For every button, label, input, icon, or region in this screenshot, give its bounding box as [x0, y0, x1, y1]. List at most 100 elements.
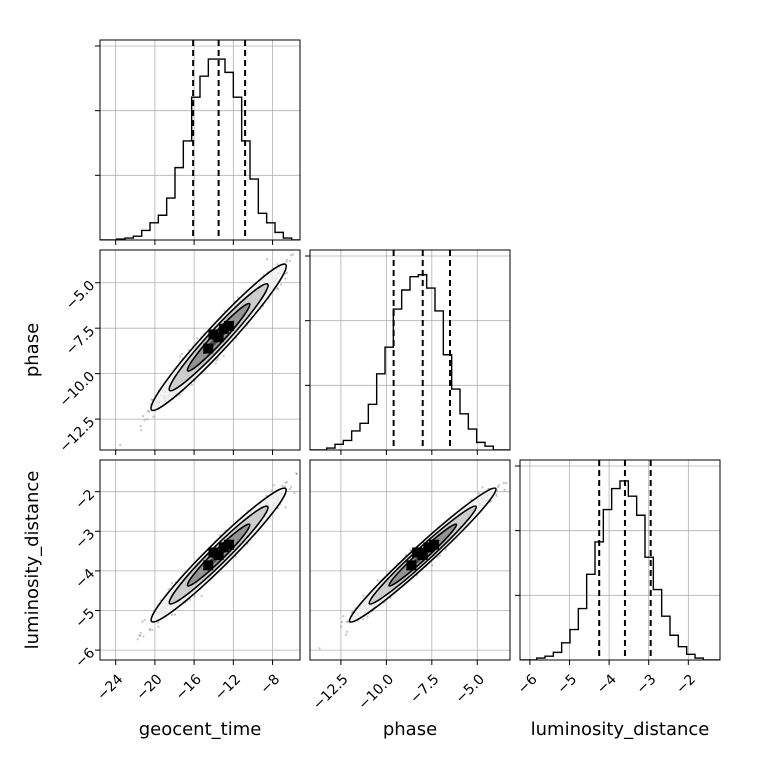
density-peak: [208, 547, 219, 558]
scatter-point: [290, 254, 293, 257]
x-tick-label: −3: [634, 671, 660, 697]
x-axis-label-geocent_time: geocent_time: [139, 719, 262, 740]
y-tick-label: −12.5: [57, 414, 99, 456]
x-tick-label: −12.5: [310, 671, 352, 713]
scatter-point: [266, 258, 269, 261]
scatter-point: [276, 263, 279, 266]
scatter-point: [138, 634, 141, 637]
scatter-point: [196, 337, 199, 340]
y-tick-label: −5.0: [63, 278, 98, 313]
panel-content: [310, 250, 510, 450]
scatter-point: [281, 484, 284, 487]
scatter-point: [342, 615, 345, 618]
scatter-point: [361, 618, 364, 621]
histogram-series: [520, 480, 720, 660]
scatter-point: [140, 429, 143, 432]
density-peak: [224, 539, 235, 550]
panel-frame: [309, 249, 511, 451]
panel-luminosity_distance-luminosity_distance: −6 −5 −4 −3 −2: [515, 459, 721, 697]
scatter-point: [284, 277, 287, 280]
x-tick-label: −7.5: [407, 671, 442, 706]
density-peak: [213, 332, 224, 343]
scatter-point: [142, 415, 145, 418]
y-axis-label-phase: phase: [22, 323, 43, 377]
scatter-point: [275, 287, 278, 290]
panel-frame: [309, 459, 511, 661]
scatter-point: [366, 615, 369, 618]
density-peak: [406, 560, 417, 571]
density-peak: [417, 550, 428, 561]
scatter-point: [151, 628, 154, 632]
scatter-point: [293, 491, 296, 495]
scatter-point: [481, 486, 484, 489]
scatter-point: [149, 629, 152, 632]
scatter-point: [496, 485, 499, 489]
scatter-point: [404, 553, 407, 556]
scatter-point: [272, 484, 275, 487]
scatter-point: [295, 472, 298, 475]
scatter-point: [345, 630, 348, 634]
scatter-point: [193, 594, 196, 597]
scatter-point: [157, 621, 160, 624]
y-tick-label: −4: [72, 566, 98, 592]
density-peak: [429, 539, 439, 550]
scatter-point: [290, 485, 293, 488]
scatter-point: [280, 283, 283, 286]
x-tick-label: −8: [257, 671, 283, 697]
scatter-point: [298, 245, 300, 247]
y-tick-label: −5: [72, 605, 98, 631]
panel-content: [100, 40, 300, 240]
scatter-point: [147, 409, 150, 413]
scatter-point: [200, 594, 203, 598]
x-tick-label: −10.0: [355, 671, 397, 713]
y-tick-label: −3: [72, 526, 98, 552]
y-axis-label-luminosity_distance: luminosity_distance: [22, 471, 43, 650]
scatter-point: [318, 647, 321, 650]
scatter-point: [180, 353, 184, 356]
x-tick-label: −5.0: [453, 671, 488, 706]
scatter-point: [188, 598, 192, 601]
scatter-point: [289, 488, 292, 491]
histogram-series: [100, 58, 300, 240]
x-tick-label: −20: [133, 671, 165, 703]
density-peak: [218, 542, 229, 553]
scatter-point: [291, 253, 294, 256]
scatter-point: [171, 582, 174, 585]
panel-content: [100, 460, 300, 660]
y-tick-label: −7.5: [63, 323, 98, 358]
scatter-point: [344, 633, 348, 636]
scatter-point: [438, 554, 441, 557]
panel-luminosity_distance-geocent_time: −24 −20 −16 −12 −8 −6 −5 −4 −3 −2: [72, 459, 301, 704]
x-axis-label-luminosity_distance: luminosity_distance: [531, 719, 710, 740]
scatter-point: [146, 418, 149, 421]
scatter-point: [285, 260, 288, 263]
panel-phase-geocent_time: −12.5−10.0 −7.5 −5.0: [57, 245, 301, 456]
scatter-point: [495, 494, 498, 497]
panel-luminosity_distance-phase: −12.5 −10.0 −7.5 −5.0: [309, 459, 511, 713]
panel-content: [100, 245, 300, 450]
scatter-point: [157, 625, 160, 628]
scatter-point: [376, 579, 379, 582]
scatter-point: [477, 492, 480, 495]
x-tick-label: −6: [515, 671, 541, 697]
scatter-point: [431, 564, 434, 567]
scatter-point: [345, 620, 348, 623]
panel-frame: [99, 39, 301, 241]
density-peak: [218, 323, 229, 334]
scatter-point: [148, 410, 151, 413]
panel-frame: [99, 459, 301, 661]
panel-frame: [99, 249, 301, 451]
scatter-point: [178, 355, 181, 358]
scatter-point: [503, 488, 506, 491]
density-peak: [423, 542, 434, 553]
scatter-point: [139, 631, 142, 634]
scatter-point: [223, 309, 226, 312]
scatter-point: [502, 482, 505, 485]
density-peak: [213, 550, 224, 561]
scatter-point: [286, 271, 289, 274]
scatter-point: [270, 489, 273, 492]
scatter-point: [215, 359, 218, 362]
x-axis-label-phase: phase: [383, 719, 437, 740]
scatter-point: [495, 493, 498, 496]
